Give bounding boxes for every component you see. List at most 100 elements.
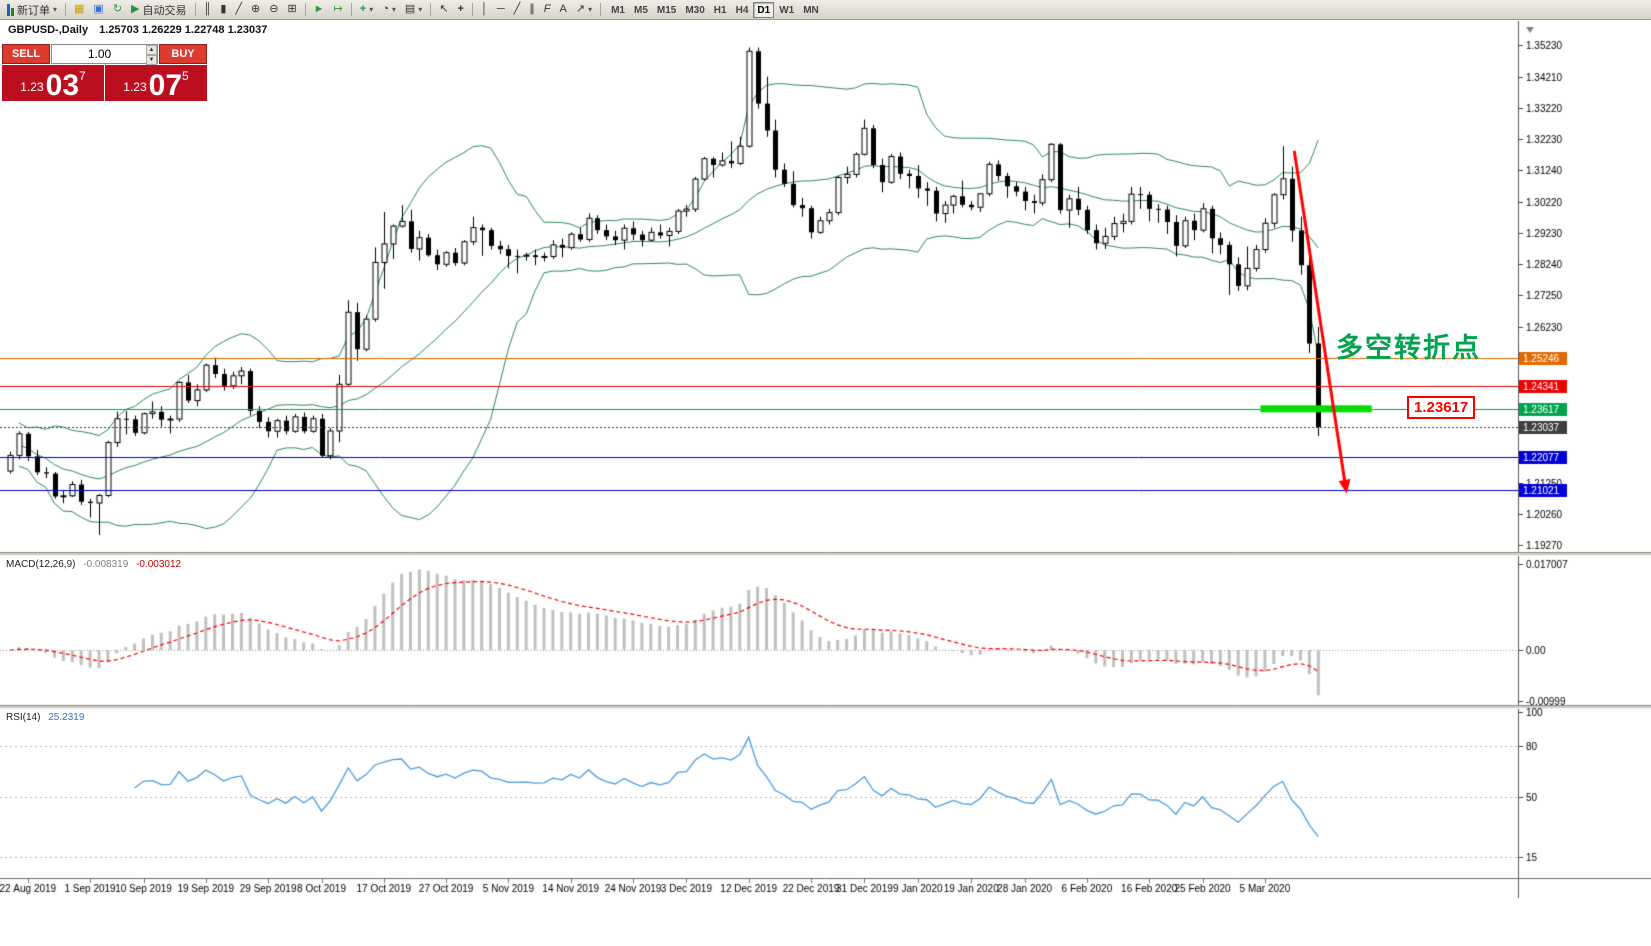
horizontal-line-icon: ─ <box>496 3 505 15</box>
macd-label: MACD(12,26,9) <box>6 559 76 570</box>
timeframe-h4-button[interactable]: H4 <box>732 2 753 18</box>
timeframe-m5-button[interactable]: M5 <box>630 2 652 18</box>
toolbar-separator <box>304 3 306 16</box>
volume-input[interactable] <box>52 45 157 63</box>
auto-trading-button[interactable]: ▶ 自动交易 <box>127 0 190 19</box>
clock-icon: ◔ <box>382 3 389 15</box>
tile-windows-button[interactable]: ⊞ <box>283 0 300 19</box>
toolbar-separator <box>430 3 432 16</box>
crosshair-icon: + <box>457 3 464 15</box>
arrows-tool-icon: ↗ <box>575 3 586 15</box>
zoom-out-button[interactable]: ⊖ <box>265 0 282 19</box>
buy-price-base: 1.23 <box>123 80 147 94</box>
volume-spinner: ▲ ▼ <box>146 45 157 65</box>
refresh-icon: ↻ <box>112 3 123 15</box>
sell-price-quote[interactable]: 1.23 03 7 <box>2 65 104 101</box>
spin-down-icon[interactable]: ▼ <box>146 55 157 65</box>
one-click-trading-panel: SELL ▲ ▼ BUY 1.23 03 7 1.23 07 5 <box>2 44 207 101</box>
play-icon: ▶ <box>131 3 140 15</box>
caret-down-icon: ▾ <box>588 5 593 14</box>
new-order-button[interactable]: 新订单 ▾ <box>3 0 61 19</box>
vertical-line-icon: │ <box>480 3 488 15</box>
fibonacci-button[interactable]: F <box>540 0 555 19</box>
crosshair-button[interactable]: + <box>454 0 468 19</box>
line-chart-button[interactable]: ╱ <box>231 0 246 19</box>
buy-price-point: 5 <box>182 69 189 83</box>
periods-button[interactable]: ◔ ▾ <box>378 0 400 19</box>
indicators-button[interactable]: + ▾ <box>356 0 377 19</box>
toolbar-separator <box>350 3 352 16</box>
chart-ohlc-values: 1.25703 1.26229 1.22748 1.23037 <box>99 24 268 36</box>
volume-box: ▲ ▼ <box>51 44 158 65</box>
sell-price-pips: 03 <box>45 69 80 102</box>
buy-price-quote[interactable]: 1.23 07 5 <box>105 65 207 101</box>
profiles-button[interactable]: ▣ <box>89 0 107 19</box>
line-chart-icon: ╱ <box>235 3 242 15</box>
arrows-tool-button[interactable]: ↗ ▾ <box>572 0 596 19</box>
timeframe-w1-button[interactable]: W1 <box>775 2 798 18</box>
vertical-line-button[interactable]: │ <box>477 0 492 19</box>
bar-chart-icon: ║ <box>203 3 212 15</box>
main-toolbar: 新订单 ▾ ▦ ▣ ↻ ▶ 自动交易 ║ ▮ ╱ ⊕ ⊖ ⊞ ► ↦ + ▾ ◔… <box>0 0 1651 20</box>
channel-button[interactable]: ∥ <box>525 0 539 19</box>
buy-price-pips: 07 <box>148 69 183 102</box>
rsi-label: RSI(14) <box>6 712 41 723</box>
caret-down-icon: ▾ <box>369 5 374 14</box>
horizontal-line-button[interactable]: ─ <box>493 0 509 19</box>
refresh-button[interactable]: ↻ <box>109 0 126 19</box>
auto-scroll-icon: ► <box>313 3 325 15</box>
timeframe-m1-button[interactable]: M1 <box>607 2 629 18</box>
trendline-icon: ╱ <box>513 3 521 15</box>
sell-price-point: 7 <box>79 69 86 83</box>
text-tool-button[interactable]: A <box>556 0 571 19</box>
toolbar-separator <box>194 3 196 16</box>
market-watch-icon: ▦ <box>74 3 85 15</box>
zoom-in-icon: ⊕ <box>251 3 261 15</box>
toolbar-separator <box>471 3 473 16</box>
channel-icon: ∥ <box>529 3 535 15</box>
new-order-label: 新订单 <box>17 4 50 17</box>
fibonacci-icon: F <box>543 3 551 15</box>
templates-button[interactable]: ▤ ▾ <box>401 0 426 19</box>
caret-down-icon: ▾ <box>53 5 58 14</box>
timeframe-h1-button[interactable]: H1 <box>710 2 731 18</box>
sell-button[interactable]: SELL <box>2 44 50 64</box>
chart-symbol-period: GBPUSD-,Daily <box>8 24 89 36</box>
sell-price-base: 1.23 <box>20 80 44 94</box>
timeframe-m30-button[interactable]: M30 <box>681 2 708 18</box>
candlestick-chart-button[interactable]: ▮ <box>216 0 230 19</box>
chart-shift-icon: ↦ <box>333 3 343 15</box>
macd-signal-value: -0.003012 <box>136 559 182 570</box>
timeframe-mn-button[interactable]: MN <box>799 2 823 18</box>
zoom-out-icon: ⊖ <box>269 3 279 15</box>
buy-button[interactable]: BUY <box>159 44 207 64</box>
chart-shift-button[interactable]: ↦ <box>330 0 347 19</box>
text-tool-icon: A <box>559 3 567 15</box>
timeframe-d1-button[interactable]: D1 <box>753 1 775 18</box>
caret-down-icon: ▾ <box>391 5 396 14</box>
market-watch-button[interactable]: ▦ <box>70 0 88 19</box>
turning-point-annotation: 多空转折点 <box>1336 333 1481 363</box>
candlestick-icon: ▮ <box>220 3 227 15</box>
profiles-icon: ▣ <box>93 3 104 15</box>
indicators-icon: + <box>359 3 367 15</box>
rsi-indicator-title: RSI(14) 25.2319 <box>6 712 84 723</box>
price-level-label: 1.23617 <box>1407 396 1476 419</box>
macd-main-value: -0.008319 <box>83 559 129 570</box>
zoom-in-button[interactable]: ⊕ <box>247 0 264 19</box>
toolbar-separator <box>65 3 67 16</box>
auto-trading-label: 自动交易 <box>142 4 187 17</box>
macd-indicator-title: MACD(12,26,9) -0.008319 -0.003012 <box>6 559 181 570</box>
new-order-icon <box>7 3 14 16</box>
rsi-value: 25.2319 <box>48 712 85 723</box>
auto-scroll-button[interactable]: ► <box>310 0 329 19</box>
timeframe-m15-button[interactable]: M15 <box>653 2 680 18</box>
chart-header: GBPUSD-,Daily 1.25703 1.26229 1.22748 1.… <box>8 24 267 36</box>
trendline-button[interactable]: ╱ <box>510 0 525 19</box>
bar-chart-button[interactable]: ║ <box>200 0 216 19</box>
cursor-button[interactable]: ↖ <box>435 0 452 19</box>
spin-up-icon[interactable]: ▲ <box>146 45 157 55</box>
tile-windows-icon: ⊞ <box>287 3 297 15</box>
toolbar-separator <box>600 3 602 16</box>
